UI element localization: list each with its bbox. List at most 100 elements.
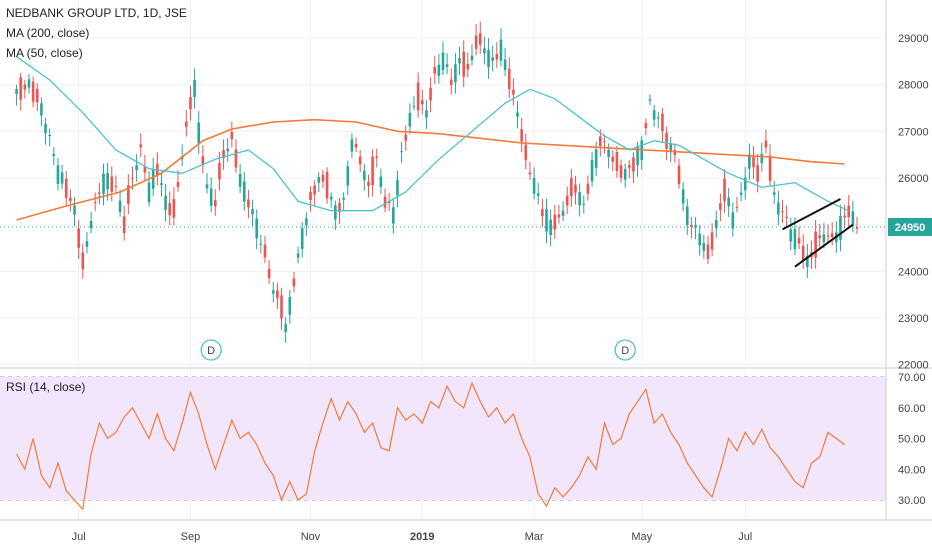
candle-body xyxy=(375,156,379,158)
candle-body xyxy=(652,110,656,120)
candle-body xyxy=(826,235,830,237)
candle-body xyxy=(85,241,89,247)
candle-body xyxy=(710,232,714,250)
candle-body xyxy=(420,100,424,105)
candle-body xyxy=(611,156,615,162)
candle-body xyxy=(247,199,250,208)
candle-body xyxy=(300,228,304,249)
candle-body xyxy=(73,205,76,215)
candle-body xyxy=(590,159,594,182)
candle-body xyxy=(669,143,673,153)
candle-body xyxy=(565,195,569,206)
rsi-legend[interactable]: RSI (14, close) xyxy=(6,380,86,394)
candle-body xyxy=(201,156,205,166)
candle-body xyxy=(23,84,27,90)
candle-body xyxy=(470,55,474,61)
candle-body xyxy=(189,97,192,110)
candle-body xyxy=(445,64,449,67)
candle-body xyxy=(553,214,557,230)
candle-body xyxy=(441,52,445,71)
candle-body xyxy=(271,290,275,294)
ma50-legend[interactable]: MA (50, close) xyxy=(6,46,83,60)
price-tick-label: 26000 xyxy=(898,173,929,185)
candle-body xyxy=(371,156,374,186)
candle-body xyxy=(797,237,801,244)
dividend-circle xyxy=(614,339,636,361)
candle-body xyxy=(313,185,316,195)
candle-body xyxy=(56,165,60,184)
candle-body xyxy=(44,123,47,134)
dividend-marker[interactable]: D xyxy=(614,339,636,361)
candle-body xyxy=(15,88,18,94)
candle-body xyxy=(276,290,279,299)
candle-body xyxy=(777,202,780,215)
candle-body xyxy=(723,178,726,202)
symbol-title[interactable]: NEDBANK GROUP LTD, 1D, JSE xyxy=(6,6,187,20)
candle-body xyxy=(474,35,478,49)
candle-body xyxy=(661,113,664,132)
candle-body xyxy=(230,132,234,140)
candle-body xyxy=(822,234,826,243)
rsi-line xyxy=(16,381,845,511)
candle-body xyxy=(507,68,511,90)
candle-body xyxy=(77,228,80,248)
candle-body xyxy=(27,79,31,88)
candle-body xyxy=(454,64,457,83)
candle-body xyxy=(176,181,180,188)
dividend-marker[interactable]: D xyxy=(200,339,222,361)
candle-body xyxy=(743,177,747,191)
candle-body xyxy=(520,129,523,142)
dividend-label: D xyxy=(621,345,629,357)
candle-body xyxy=(499,39,503,61)
candle-body xyxy=(31,81,35,102)
candle-body xyxy=(40,103,43,116)
candle-body xyxy=(222,150,225,159)
candle-body xyxy=(242,181,246,202)
candle-body xyxy=(160,183,163,185)
candle-body xyxy=(714,219,718,229)
candle-body xyxy=(172,198,176,218)
price-tick-label: 27000 xyxy=(898,126,929,138)
candle-body xyxy=(607,150,610,158)
candle-body xyxy=(818,235,822,239)
candle-body xyxy=(772,192,776,195)
channel-drawing[interactable] xyxy=(782,198,854,268)
candle-body xyxy=(392,207,395,224)
time-tick-label: Mar xyxy=(525,531,544,543)
candle-body xyxy=(847,205,851,218)
candle-body xyxy=(681,189,685,204)
candle-body xyxy=(267,268,271,279)
candle-body xyxy=(122,216,126,234)
candle-body xyxy=(855,227,859,229)
candle-body xyxy=(218,162,221,180)
candle-body xyxy=(673,149,677,156)
candle-body xyxy=(462,51,466,77)
price-tick-label: 24000 xyxy=(898,266,929,278)
candle-body xyxy=(342,197,345,200)
candle-body xyxy=(259,243,263,245)
candle-body xyxy=(135,165,138,171)
candle-body xyxy=(586,183,590,194)
candle-body xyxy=(69,197,72,201)
candle-body xyxy=(305,218,308,226)
candle-body xyxy=(367,181,370,186)
candle-body xyxy=(603,141,606,143)
candle-body xyxy=(35,88,39,103)
candle-body xyxy=(512,89,515,95)
candle-body xyxy=(52,153,56,156)
candle-body xyxy=(139,144,143,148)
candle-body xyxy=(781,211,784,213)
candle-body xyxy=(756,165,759,182)
ma200-legend[interactable]: MA (200, close) xyxy=(6,26,90,40)
candle-body xyxy=(449,79,453,85)
candle-body xyxy=(806,255,809,268)
price-tick-label: 29000 xyxy=(898,33,929,45)
candle-body xyxy=(118,200,122,213)
candle-body xyxy=(354,143,358,148)
time-tick-label: 2019 xyxy=(410,531,434,543)
candle-body xyxy=(168,203,172,216)
candle-body xyxy=(466,63,470,70)
channel-lower-line xyxy=(794,223,854,268)
